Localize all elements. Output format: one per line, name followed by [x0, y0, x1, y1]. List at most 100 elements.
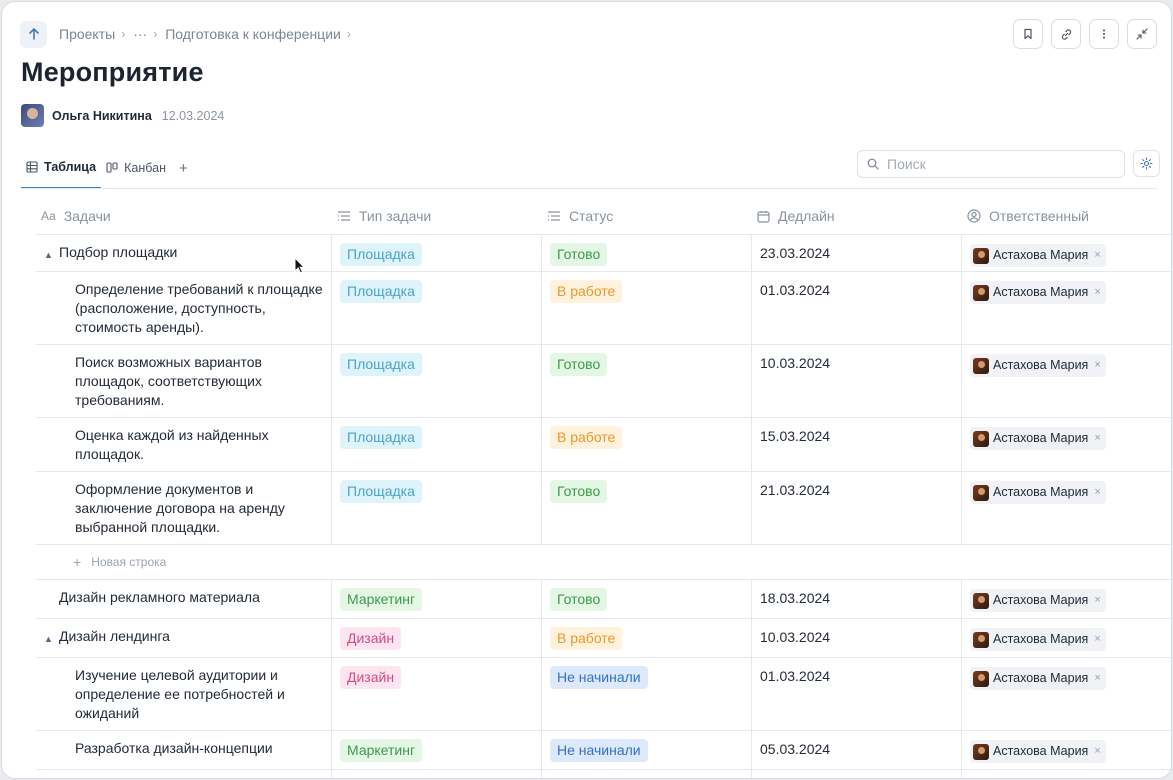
- assignee-chip[interactable]: Астахова Мария ×: [970, 281, 1106, 304]
- deadline-value[interactable]: 10.03.2024: [760, 355, 831, 371]
- breadcrumb-item-projects[interactable]: Проекты: [59, 26, 116, 42]
- task-name[interactable]: Разработка дизайн-концепции: [44, 739, 323, 758]
- assignee-chip[interactable]: Астахова Мария ×: [970, 354, 1106, 377]
- status-badge[interactable]: Готово: [550, 480, 608, 503]
- avatar: [973, 357, 989, 374]
- column-header-task[interactable]: Aa Задачи: [36, 198, 332, 234]
- assignee-chip[interactable]: Астахова Мария ×: [970, 667, 1106, 690]
- deadline-value[interactable]: 01.03.2024: [760, 282, 831, 298]
- collapse-triangle-icon[interactable]: ▲: [44, 634, 53, 644]
- column-header-deadline[interactable]: Дедлайн: [752, 198, 962, 234]
- avatar: [973, 247, 989, 264]
- assignee-chip[interactable]: Астахова Мария ×: [970, 427, 1106, 450]
- status-badge[interactable]: Готово: [550, 353, 608, 376]
- remove-assignee-icon[interactable]: ×: [1094, 249, 1101, 261]
- deadline-value[interactable]: 23.03.2024: [760, 245, 831, 261]
- search-input[interactable]: Поиск: [857, 150, 1125, 178]
- remove-assignee-icon[interactable]: ×: [1094, 594, 1101, 606]
- task-name[interactable]: Оформление документов и заключение догов…: [44, 480, 323, 537]
- column-header-owner[interactable]: Ответственный: [962, 198, 1171, 234]
- remove-assignee-icon[interactable]: ×: [1094, 633, 1101, 645]
- copy-link-button[interactable]: [1051, 19, 1081, 49]
- add-view-button[interactable]: +: [178, 159, 188, 177]
- task-type-tag[interactable]: Площадка: [340, 243, 422, 266]
- assignee-chip[interactable]: Астахова Мария ×: [970, 481, 1106, 504]
- bookmark-button[interactable]: [1013, 19, 1043, 49]
- collapse-triangle-icon[interactable]: ▲: [44, 250, 53, 260]
- status-badge[interactable]: Готово: [550, 588, 608, 611]
- remove-assignee-icon[interactable]: ×: [1094, 359, 1101, 371]
- status-badge[interactable]: В работе: [550, 778, 622, 779]
- tab-table[interactable]: Таблица: [21, 147, 102, 189]
- status-badge[interactable]: Готово: [550, 243, 608, 266]
- avatar: [973, 670, 989, 687]
- remove-assignee-icon[interactable]: ×: [1094, 672, 1101, 684]
- task-type-tag[interactable]: Площадка: [340, 480, 422, 503]
- task-name[interactable]: Изучение целевой аудитории и определение…: [44, 666, 323, 723]
- deadline-value[interactable]: 10.03.2024: [760, 629, 831, 645]
- task-name[interactable]: ▲ Подбор площадки: [44, 243, 323, 265]
- task-type-tag[interactable]: Дизайн: [340, 778, 401, 779]
- tab-kanban[interactable]: Канбан: [101, 147, 171, 189]
- status-badge[interactable]: Не начинали: [550, 739, 648, 762]
- assignee-chip[interactable]: Астахова Мария ×: [970, 244, 1106, 267]
- task-name[interactable]: Оценка каждой из найденных площадок.: [44, 426, 323, 464]
- navigate-up-button[interactable]: [20, 20, 47, 48]
- collapse-button[interactable]: [1127, 19, 1157, 49]
- deadline-value[interactable]: 01.03.2024: [760, 668, 831, 684]
- table-row[interactable]: Дизайн рекламного материала Маркетинг Гото…: [36, 580, 1171, 619]
- assignee-chip[interactable]: Астахова Мария ×: [970, 740, 1106, 763]
- task-type-tag[interactable]: Площадка: [340, 280, 422, 303]
- task-type-tag[interactable]: Маркетинг: [340, 588, 423, 611]
- task-type-tag[interactable]: Дизайн: [340, 627, 402, 650]
- assignee-chip[interactable]: Астахова Мария ×: [970, 589, 1106, 612]
- breadcrumb-item-conference[interactable]: Подготовка к конференции: [165, 26, 341, 42]
- column-header-status[interactable]: Статус: [542, 198, 752, 234]
- column-header-type[interactable]: Тип задачи: [332, 198, 542, 234]
- task-name[interactable]: Поиск возможных вариантов площадок, соот…: [44, 353, 323, 410]
- table-row[interactable]: Поиск возможных вариантов площадок, соот…: [36, 345, 1171, 418]
- task-type-tag[interactable]: Площадка: [340, 353, 422, 376]
- remove-assignee-icon[interactable]: ×: [1094, 745, 1101, 757]
- collapse-icon: [1136, 28, 1148, 40]
- avatar: [973, 743, 989, 760]
- task-type-tag[interactable]: Маркетинг: [340, 739, 423, 762]
- table-row[interactable]: Изучение целевой аудитории и определение…: [36, 658, 1171, 731]
- assignee-name: Астахова Мария: [993, 485, 1089, 499]
- remove-assignee-icon[interactable]: ×: [1094, 486, 1101, 498]
- table-row[interactable]: Разработка дизайн-концепции Маркетинг Не н…: [36, 731, 1171, 770]
- task-title: Определение требований к площадке (распо…: [75, 281, 323, 335]
- avatar: [973, 592, 989, 609]
- deadline-value[interactable]: 05.03.2024: [760, 741, 831, 757]
- table-row[interactable]: Дизайн В работе: [36, 770, 1171, 779]
- assignee-chip[interactable]: Астахова Мария ×: [970, 628, 1106, 651]
- task-name[interactable]: Определение требований к площадке (распо…: [44, 280, 323, 337]
- deadline-value[interactable]: 18.03.2024: [760, 590, 831, 606]
- table-row[interactable]: Определение требований к площадке (распо…: [36, 272, 1171, 345]
- more-options-button[interactable]: [1089, 19, 1119, 49]
- list-icon: [548, 211, 560, 221]
- remove-assignee-icon[interactable]: ×: [1094, 432, 1101, 444]
- task-name[interactable]: ▲ Дизайн лендинга: [44, 627, 323, 649]
- table-row[interactable]: Оформление документов и заключение догов…: [36, 472, 1171, 545]
- status-badge[interactable]: В работе: [550, 426, 623, 449]
- status-badge[interactable]: В работе: [550, 280, 623, 303]
- table-row[interactable]: ▲ Подбор площадки Площадка Готово 23.03.2024…: [36, 235, 1171, 272]
- column-header-task-label: Задачи: [63, 208, 111, 224]
- breadcrumb-item-ellipsis[interactable]: ···: [133, 26, 148, 42]
- status-badge[interactable]: Не начинали: [550, 666, 648, 689]
- table-row[interactable]: Оценка каждой из найденных площадок. Площ…: [36, 418, 1171, 472]
- add-row-button[interactable]: + Новая строка: [36, 545, 1171, 580]
- task-type-tag[interactable]: Дизайн: [340, 666, 402, 689]
- deadline-value[interactable]: 21.03.2024: [760, 482, 831, 498]
- chevron-right-icon: ›: [153, 27, 158, 41]
- task-type-tag[interactable]: Площадка: [340, 426, 422, 449]
- deadline-value[interactable]: 15.03.2024: [760, 428, 831, 444]
- task-title: Дизайн рекламного материала: [59, 589, 260, 605]
- table-settings-button[interactable]: [1133, 150, 1160, 177]
- task-name[interactable]: Дизайн рекламного материала: [44, 588, 323, 607]
- table-row[interactable]: ▲ Дизайн лендинга Дизайн В работе 10.03.2024…: [36, 619, 1171, 658]
- status-badge[interactable]: В работе: [550, 627, 623, 650]
- remove-assignee-icon[interactable]: ×: [1094, 286, 1101, 298]
